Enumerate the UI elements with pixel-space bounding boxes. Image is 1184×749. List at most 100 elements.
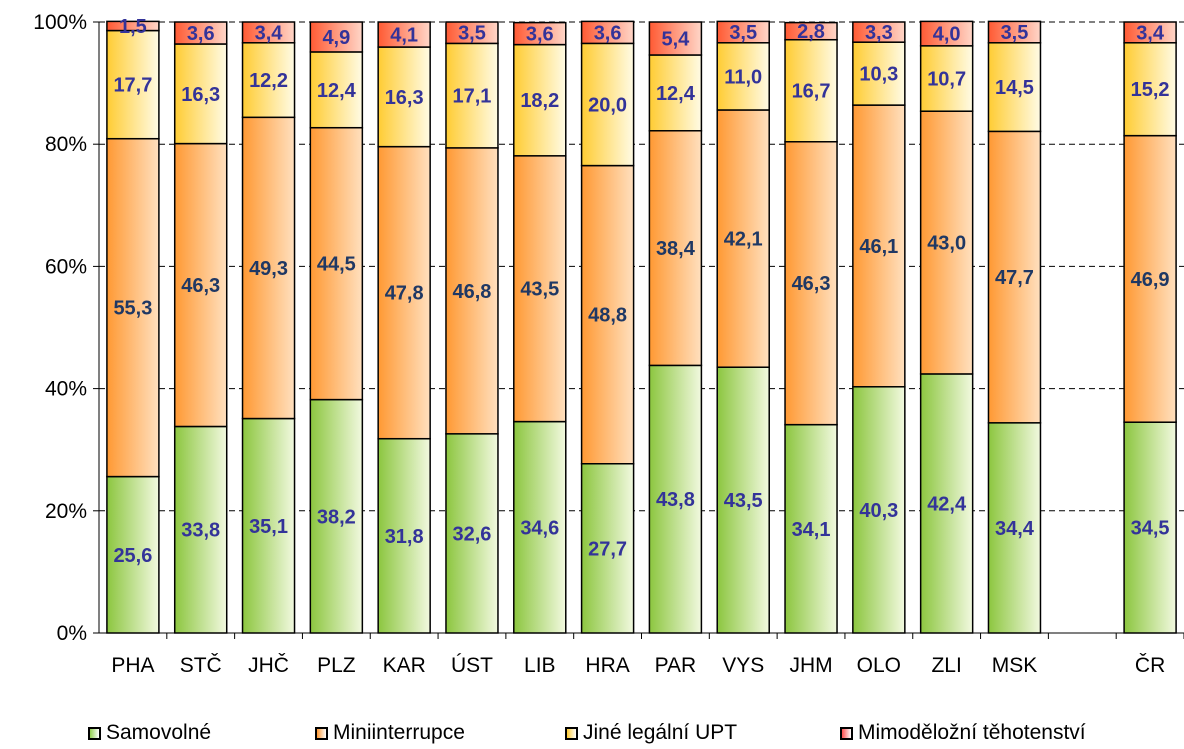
bar-segment bbox=[513, 21, 567, 46]
bar-segment bbox=[377, 21, 431, 48]
y-tick-label: 100% bbox=[33, 11, 87, 34]
bar-segment bbox=[784, 141, 838, 426]
data-label: 3,4 bbox=[255, 22, 284, 44]
data-label: 34,1 bbox=[792, 519, 831, 541]
bar-segment bbox=[513, 43, 567, 157]
legend-swatch bbox=[840, 726, 853, 740]
bar-segment bbox=[919, 20, 974, 47]
data-label: 17,7 bbox=[113, 75, 152, 97]
data-label: 43,5 bbox=[520, 279, 559, 301]
legend-label: Mimoděložní těhotenství bbox=[858, 721, 1086, 744]
bar-segment bbox=[987, 130, 1042, 424]
bar-segment bbox=[445, 42, 499, 149]
data-label: 4,1 bbox=[390, 25, 418, 47]
data-label: 49,3 bbox=[249, 258, 288, 280]
data-label: 42,1 bbox=[724, 229, 763, 251]
legend-item: Samovolné bbox=[88, 718, 211, 748]
bar-segment bbox=[580, 164, 635, 465]
bar-segment bbox=[648, 54, 703, 132]
data-label: 46,1 bbox=[859, 236, 898, 258]
bar-segment bbox=[987, 20, 1042, 44]
x-tick-label: ZLI bbox=[931, 654, 961, 677]
x-tick-label: STČ bbox=[180, 654, 222, 677]
legend-label: Jiné legální UPT bbox=[583, 721, 738, 744]
data-label: 34,5 bbox=[1131, 518, 1170, 540]
y-tick-label: 40% bbox=[45, 378, 87, 401]
data-label: 47,7 bbox=[995, 267, 1034, 289]
data-label: 34,4 bbox=[995, 518, 1035, 540]
bar-segment bbox=[106, 475, 160, 634]
bars bbox=[106, 20, 1177, 634]
bar-segment bbox=[445, 433, 499, 634]
data-label: 46,8 bbox=[453, 281, 492, 303]
data-label: 42,4 bbox=[927, 493, 967, 515]
y-tick-label: 80% bbox=[45, 133, 87, 156]
data-label: 46,3 bbox=[792, 273, 831, 295]
data-label: 33,8 bbox=[181, 520, 220, 542]
bar-segment bbox=[648, 21, 703, 56]
legend-label: Samovolné bbox=[106, 721, 212, 744]
data-label: 18,2 bbox=[520, 90, 559, 112]
bar-segment bbox=[784, 423, 838, 634]
data-label: 5,4 bbox=[662, 28, 691, 50]
data-label: 25,6 bbox=[113, 545, 152, 567]
bar-segment bbox=[173, 21, 228, 45]
bar-segment bbox=[1123, 134, 1177, 423]
legend-label: Miniinterrupce bbox=[333, 721, 465, 744]
data-label: 12,2 bbox=[249, 70, 288, 92]
data-label: 4,0 bbox=[933, 24, 961, 46]
data-label: 16,3 bbox=[181, 84, 220, 106]
x-tick-label: PAR bbox=[655, 654, 697, 677]
bar-segment bbox=[445, 147, 499, 435]
bar-segment bbox=[852, 21, 906, 43]
data-label: 44,5 bbox=[317, 254, 356, 276]
data-label: 3,5 bbox=[1001, 22, 1029, 44]
bar-segment bbox=[173, 142, 228, 428]
data-label: 17,1 bbox=[453, 86, 492, 108]
legend-swatch bbox=[88, 726, 101, 740]
x-tick-label: LIB bbox=[524, 654, 556, 677]
value-labels: 25,6 55,3 17,7 1,5 33,8 46,3 16,3 3,6 35,1 49,3 12… bbox=[113, 16, 1169, 567]
bar-segment bbox=[173, 43, 228, 145]
data-label: 14,5 bbox=[995, 77, 1034, 99]
data-label: 10,3 bbox=[859, 64, 898, 86]
data-label: 11,0 bbox=[724, 66, 762, 88]
y-tick-label: 20% bbox=[45, 500, 87, 523]
bar-segment bbox=[513, 420, 567, 634]
legend-swatch bbox=[315, 726, 328, 740]
data-label: 16,3 bbox=[385, 87, 424, 109]
legend: Samovolné Miniinterrupce Jiné legální UPT M… bbox=[88, 718, 1184, 748]
data-label: 12,4 bbox=[317, 80, 357, 102]
data-label: 2,8 bbox=[797, 21, 825, 43]
legend-item: Mimoděložní těhotenství bbox=[840, 718, 1086, 748]
data-label: 3,5 bbox=[458, 23, 486, 45]
data-label: 35,1 bbox=[249, 516, 288, 538]
data-label: 3,6 bbox=[187, 23, 215, 45]
data-label: 20,0 bbox=[588, 94, 627, 116]
data-label: 43,0 bbox=[927, 233, 966, 255]
bar-segment bbox=[580, 20, 635, 45]
bar-segment bbox=[173, 425, 228, 634]
x-tick-label: JHČ bbox=[248, 654, 289, 677]
data-label: 27,7 bbox=[588, 538, 627, 560]
x-tick-label: PLZ bbox=[317, 654, 356, 677]
data-label: 3,3 bbox=[865, 22, 893, 44]
bar-segment bbox=[784, 21, 838, 41]
bar-segment bbox=[580, 42, 635, 167]
x-tick-label: KAR bbox=[383, 654, 426, 677]
bar-segment bbox=[852, 41, 906, 106]
bar-segment bbox=[241, 42, 296, 119]
x-tick-label: ČR bbox=[1135, 654, 1165, 677]
data-label: 55,3 bbox=[113, 298, 152, 320]
bar-segment bbox=[987, 42, 1042, 133]
data-label: 40,3 bbox=[859, 500, 898, 522]
bar-segment bbox=[1123, 42, 1177, 137]
bar-segment bbox=[377, 145, 431, 440]
y-tick-label: 0% bbox=[57, 622, 87, 645]
axes: 0% 20% 40% 60% 80% 100% PHA STČ JHČ PLZ KAR ÚST LIB H… bbox=[33, 11, 1184, 677]
bar-segment bbox=[309, 398, 364, 634]
bar-segment bbox=[919, 373, 974, 634]
legend-item: Jiné legální UPT bbox=[565, 718, 737, 748]
x-tick-label: OLO bbox=[857, 654, 901, 677]
